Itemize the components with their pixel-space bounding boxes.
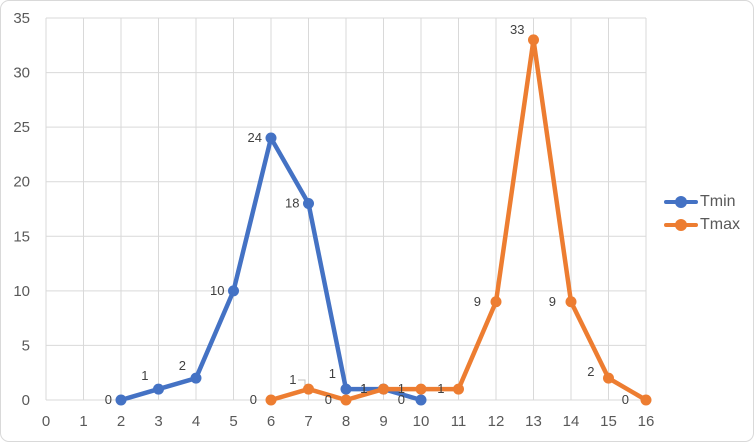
y-axis-tick-label: 25 (13, 119, 30, 136)
x-axis-tick-label: 9 (379, 413, 387, 430)
x-axis-tick-label: 5 (229, 413, 237, 430)
data-point-tmin[interactable] (415, 394, 427, 406)
x-axis-tick-label: 11 (451, 413, 467, 430)
data-label-leader-line (298, 379, 306, 385)
y-axis-tick-label: 5 (22, 337, 30, 354)
data-label-tmin: 2 (179, 358, 186, 373)
data-point-tmax[interactable] (303, 383, 314, 395)
data-label-tmax: 1 (360, 381, 367, 396)
data-point-tmax[interactable] (415, 383, 427, 395)
data-point-tmax[interactable] (603, 372, 614, 384)
tmin-legend-marker-icon (664, 196, 698, 208)
data-label-tmin: 10 (210, 283, 224, 298)
x-axis-tick-label: 15 (600, 413, 617, 430)
x-axis-tick-label: 4 (192, 413, 200, 430)
data-point-tmin[interactable] (153, 383, 164, 395)
data-point-tmax[interactable] (565, 296, 577, 308)
legend-item-tmax[interactable]: Tmax (664, 217, 740, 233)
data-label-tmax: 33 (510, 22, 524, 37)
data-point-tmax[interactable] (490, 296, 502, 308)
x-axis-tick-label: 2 (117, 413, 125, 430)
data-label-tmax: 1 (398, 381, 405, 396)
data-label-tmax: 0 (250, 392, 257, 407)
x-axis-tick-label: 8 (342, 413, 350, 430)
x-axis-tick-label: 0 (42, 413, 50, 430)
data-label-tmin: 24 (248, 130, 262, 145)
data-label-tmax: 9 (474, 294, 481, 309)
x-axis-tick-label: 13 (525, 413, 542, 430)
data-point-tmin[interactable] (115, 394, 127, 406)
data-point-tmin[interactable] (265, 132, 277, 144)
data-label-tmax: 1 (289, 372, 296, 387)
y-axis-tick-label: 30 (13, 65, 30, 82)
data-label-tmin: 1 (141, 368, 148, 383)
data-point-tmax[interactable] (340, 394, 352, 406)
y-axis-tick-label: 35 (13, 10, 30, 27)
x-axis-tick-label: 7 (304, 413, 312, 430)
data-point-tmin[interactable] (303, 198, 314, 210)
data-label-tmin: 0 (105, 392, 112, 407)
y-axis-tick-label: 0 (22, 392, 30, 409)
x-axis-tick-label: 6 (267, 413, 275, 430)
x-axis-tick-label: 14 (563, 413, 580, 430)
data-point-tmax[interactable] (378, 383, 389, 395)
data-point-tmax[interactable] (453, 383, 464, 395)
legend-item-tmin[interactable]: Tmin (664, 194, 740, 210)
x-axis-tick-label: 16 (638, 413, 655, 430)
data-point-tmax[interactable] (528, 34, 539, 46)
tmax-legend-marker-icon (664, 219, 698, 231)
data-point-tmin[interactable] (340, 383, 352, 395)
data-label-tmax: 0 (325, 392, 332, 407)
x-axis-tick-label: 1 (79, 413, 87, 430)
y-axis-tick-label: 20 (13, 174, 30, 191)
y-axis-tick-label: 10 (13, 283, 30, 300)
data-point-tmin[interactable] (228, 285, 239, 297)
data-label-tmin: 1 (360, 381, 367, 396)
data-point-tmin[interactable] (190, 372, 202, 384)
data-label-tmax: 2 (587, 364, 594, 379)
data-point-tmax[interactable] (640, 394, 652, 406)
data-label-tmax: 1 (437, 381, 444, 396)
data-label-tmax: 0 (622, 392, 629, 407)
data-label-tmin: 1 (329, 366, 336, 381)
legend-label-tmin: Tmin (700, 193, 736, 210)
data-label-tmin: 18 (285, 196, 299, 211)
y-axis-tick-label: 15 (13, 228, 30, 245)
legend: Tmin Tmax (664, 194, 740, 233)
x-axis-tick-label: 10 (413, 413, 430, 430)
x-axis-tick-label: 12 (488, 413, 505, 430)
legend-label-tmax: Tmax (700, 216, 740, 233)
data-label-tmin: 0 (398, 392, 405, 407)
x-axis-tick-label: 3 (154, 413, 162, 430)
data-point-tmax[interactable] (265, 394, 277, 406)
data-label-tmax: 9 (549, 294, 556, 309)
